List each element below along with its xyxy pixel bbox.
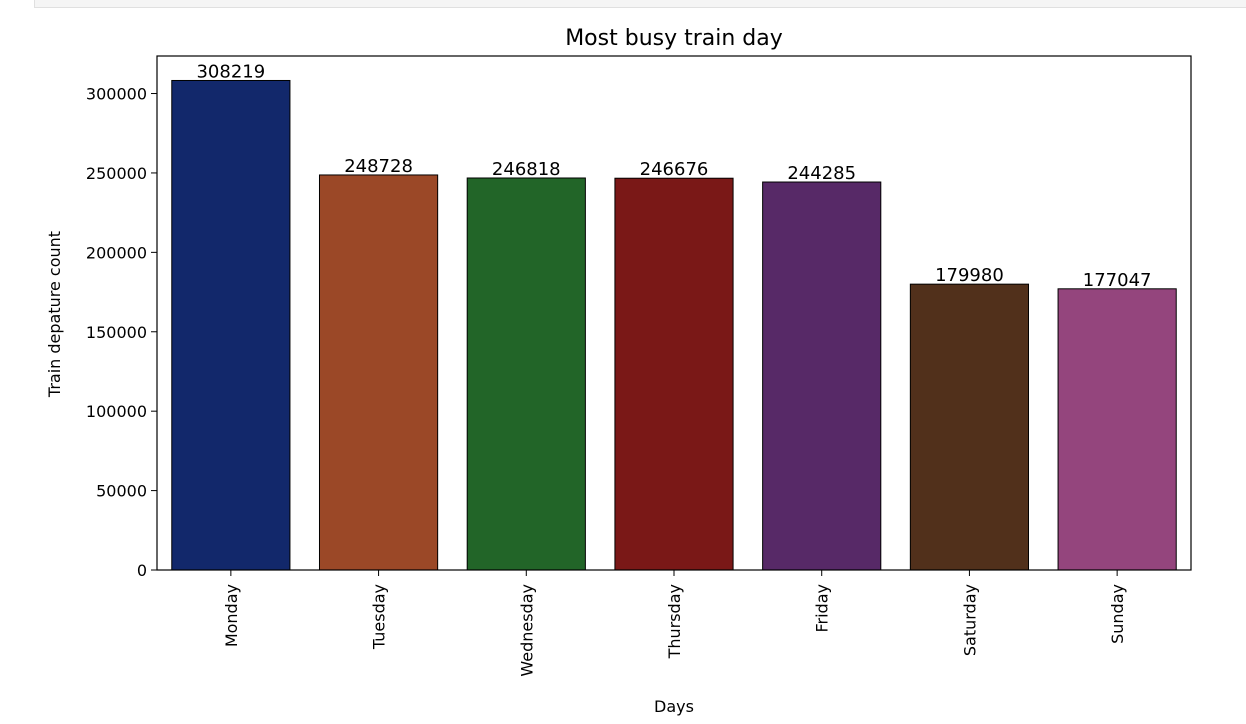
bar-tuesday [318, 174, 439, 571]
x-tick-label: Tuesday [370, 584, 389, 650]
cell-toolbar-strip [34, 0, 1246, 8]
y-tick-label: 300000 [86, 85, 147, 104]
x-tick-label: Thursday [665, 584, 684, 659]
bar-thursday [614, 177, 734, 571]
y-tick-label: 200000 [86, 243, 147, 262]
bar-value-label: 246676 [640, 159, 709, 180]
x-tick-label: Monday [222, 584, 241, 647]
bars-layer [171, 79, 1177, 571]
bar-value-label: 177047 [1083, 270, 1152, 291]
plot-frame [156, 55, 1192, 571]
x-tick-label: Wednesday [517, 584, 536, 677]
bar-friday [762, 181, 882, 571]
y-tick-label: 250000 [86, 164, 147, 183]
bar-value-label: 244285 [787, 163, 856, 184]
bar-monday [171, 79, 291, 571]
x-tick-label: Friday [813, 584, 832, 633]
bar-sunday [1057, 288, 1177, 571]
chart-title: Most busy train day [565, 26, 783, 51]
value-labels-layer: 308219 248728 246818 246676 244285 179980 1770… [196, 61, 1151, 290]
x-tick-label: Saturday [960, 584, 979, 656]
y-tick-label: 50000 [96, 482, 147, 501]
y-tick-label: 100000 [86, 402, 147, 421]
bar-value-label: 179980 [935, 265, 1004, 286]
bar-value-label: 308219 [196, 61, 265, 82]
y-tick-label: 150000 [86, 323, 147, 342]
bar-saturday [909, 283, 1030, 571]
x-tick-label: Sunday [1108, 584, 1127, 644]
bar-value-label: 248728 [344, 156, 413, 177]
bar-value-label: 246818 [492, 159, 561, 180]
y-axis: 0 50000 100000 150000 200000 250000 300000 [86, 85, 157, 580]
y-tick-label: 0 [137, 561, 147, 580]
y-axis-label: Train depature count [45, 231, 64, 398]
bar-wednesday [466, 177, 586, 571]
x-axis: Monday Tuesday Wednesday Thursday Friday Satu… [222, 570, 1127, 677]
x-axis-label: Days [654, 697, 694, 716]
